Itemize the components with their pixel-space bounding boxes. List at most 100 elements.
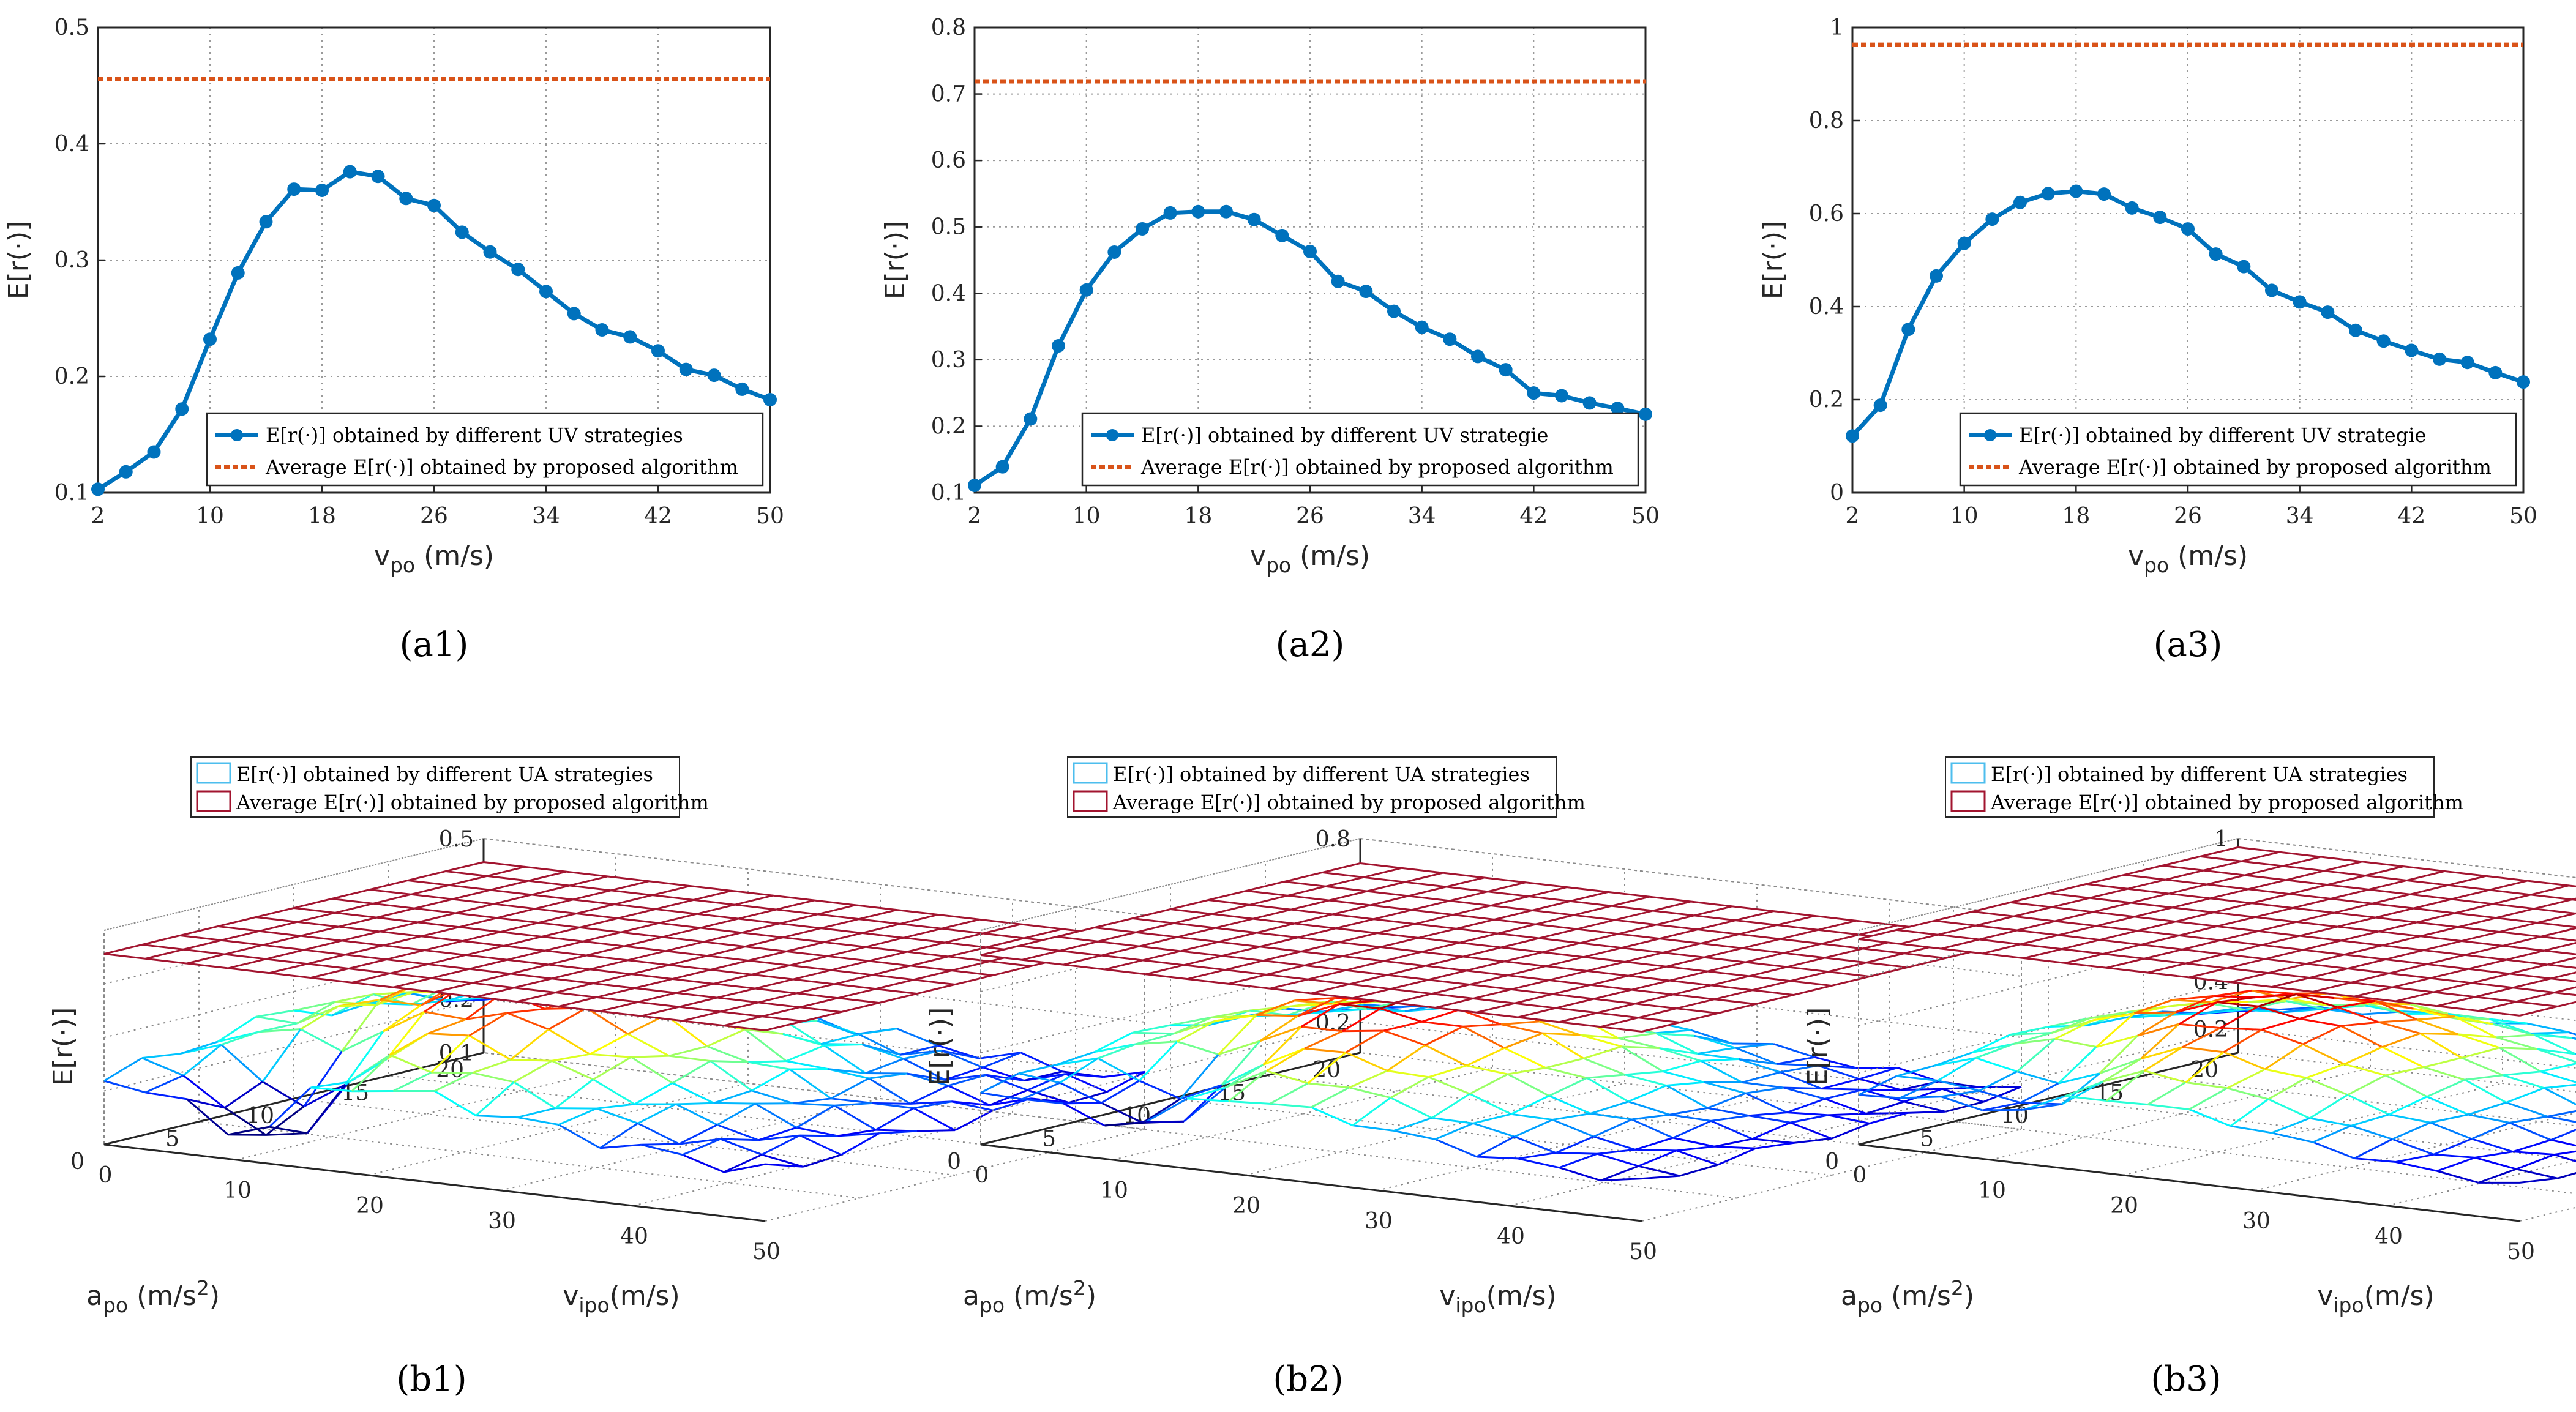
surface-edge — [468, 1012, 508, 1037]
surface-edge — [754, 1102, 797, 1129]
surface-edge — [720, 1138, 763, 1156]
surface-edge — [2461, 1056, 2504, 1077]
x-tick-label: 20 — [1232, 1193, 1260, 1219]
surface-edge — [2305, 1063, 2345, 1079]
surface-edge — [2464, 1078, 2507, 1104]
data-point — [1052, 339, 1065, 353]
surface-edge — [1266, 1070, 1308, 1085]
x-tick-label: 18 — [2062, 504, 2090, 529]
surface-edge — [1383, 1020, 1422, 1032]
x-axis-line — [103, 1143, 766, 1222]
surface-edge — [1097, 1043, 1137, 1059]
surface-edge — [2095, 1012, 2135, 1048]
z-axis-label: E[r(·)] — [1802, 1007, 1833, 1086]
data-point — [2376, 334, 2391, 348]
surface-edge — [2255, 992, 2293, 999]
surface-edge — [1700, 1059, 1743, 1083]
surface-edge — [1862, 1088, 1904, 1103]
surface-edge — [869, 1072, 907, 1080]
surface-edge — [1814, 1056, 1857, 1069]
surface-edge — [1387, 1044, 1426, 1072]
surface-edge — [2527, 1022, 2569, 1034]
surface-edge — [1541, 1032, 1584, 1059]
data-point — [2405, 343, 2419, 357]
surface-edge — [1937, 1057, 1977, 1081]
surface-edge — [1390, 1097, 1432, 1119]
plane-grid-line — [1896, 928, 2558, 1007]
surface-edge — [1942, 1086, 1980, 1090]
plane-grid-line — [217, 925, 880, 1004]
surface-edge — [1180, 1053, 1219, 1100]
surface-edge — [1679, 1164, 1718, 1177]
surface-edge — [1780, 1071, 1822, 1090]
surface-edge — [1094, 1043, 1136, 1053]
surface-edge — [144, 1074, 184, 1094]
surface-edge — [796, 1126, 838, 1137]
surface-edge — [1748, 1111, 1788, 1117]
surface-edge — [1858, 1075, 1897, 1096]
line-chart-a2: 2 10 18 26 34 42 50 0.1 0.2 0.3 0.4 0.5 0.6 0.7 0.8 E[r… — [880, 15, 1660, 665]
surface-edge — [1628, 1085, 1667, 1103]
surface-edge — [1669, 1107, 1708, 1116]
surface-edge — [2337, 999, 2376, 1009]
surface-edge — [1301, 1026, 1343, 1033]
legend-marker — [1984, 429, 1996, 441]
surface-edge — [262, 1081, 305, 1108]
legend-box — [190, 756, 680, 818]
data-point — [1985, 212, 1999, 226]
surface-edge — [2296, 993, 2335, 999]
data-point — [1901, 323, 1915, 337]
surface-edge — [948, 1074, 987, 1087]
surface-edge — [875, 1107, 915, 1131]
surface-edge — [1556, 1152, 1598, 1155]
surface-edge — [1659, 1047, 1698, 1055]
surface-edge — [1428, 1076, 1470, 1095]
surface-edge — [2512, 1139, 2552, 1153]
surface-edge — [2220, 1005, 2259, 1029]
surface-edge — [1625, 1070, 1663, 1076]
surface-edge — [1104, 1121, 1143, 1127]
data-point — [1611, 402, 1625, 416]
surface-edge — [269, 1126, 308, 1134]
legend: E[r(·)] obtained by different UV strateg… — [1959, 412, 2517, 487]
data-point — [1555, 389, 1568, 403]
surface-edge — [2220, 1027, 2262, 1031]
surface-edge — [2020, 1082, 2059, 1104]
surface-edge — [979, 1052, 1021, 1059]
y-tick-label: 10 — [2001, 1104, 2029, 1129]
plane-grid-line — [1132, 917, 1794, 996]
surface-edge — [841, 1132, 880, 1156]
surface-edge — [1059, 1081, 1102, 1104]
surface-edge — [2347, 1074, 2386, 1096]
surface-edge — [744, 1028, 784, 1035]
x-tick-label: 50 — [752, 1239, 781, 1264]
surface-edge — [306, 1084, 346, 1134]
surface-edge — [2509, 1115, 2548, 1124]
surface-edge — [2426, 1078, 2466, 1098]
surface-edge — [472, 1058, 511, 1074]
surface-edge — [1555, 1135, 1595, 1154]
data-point — [2181, 222, 2195, 236]
surface-edge — [830, 1077, 870, 1100]
y-tick-label: 0.8 — [1809, 108, 1844, 133]
surface-edge — [1583, 1057, 1626, 1076]
surface-edge — [834, 1102, 873, 1107]
x-tick-label: 0 — [1853, 1163, 1867, 1188]
surface-edge — [2182, 1027, 2221, 1048]
surface-edge — [2499, 1047, 2542, 1073]
surface-edge — [765, 1163, 804, 1168]
y-tick-label: 0 — [1830, 480, 1844, 506]
data-point — [1415, 320, 1429, 334]
panel-label: (a1) — [400, 625, 469, 665]
surface-edge — [510, 1028, 549, 1061]
legend-marker — [1106, 429, 1118, 441]
axes-box — [1851, 26, 2525, 494]
surface-edge — [724, 1163, 766, 1173]
y-tick-label: 0.2 — [54, 364, 89, 389]
surface-edge — [468, 1034, 511, 1061]
surface-edge — [1473, 1113, 1511, 1124]
surface-edge — [2554, 1150, 2576, 1156]
surface-edge — [182, 1074, 225, 1109]
surface-edge — [2305, 1077, 2348, 1096]
data-point — [1499, 363, 1513, 377]
